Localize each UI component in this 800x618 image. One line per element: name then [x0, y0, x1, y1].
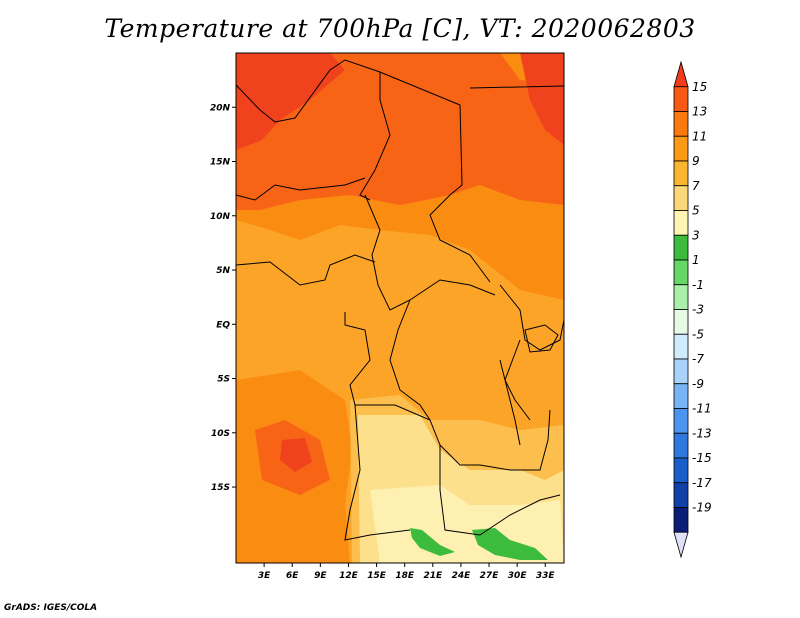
- border-east-1: [499, 284, 564, 351]
- colorbar-label: -3: [692, 303, 704, 317]
- colorbar-label: -17: [692, 476, 712, 490]
- lon-tick-label: 21E: [423, 571, 443, 581]
- colorbar: 15 13 11 9 7 5 3 1 -1 -3 -5 -7 -9 -11 -13 -15 -17 -19: [673, 60, 712, 559]
- colorbar-segment: [673, 259, 689, 286]
- border-lake-tanganyika: [499, 359, 521, 446]
- map-frame: [235, 52, 565, 564]
- colorbar-label: 11: [692, 129, 707, 143]
- lon-tick-label: 33E: [536, 571, 556, 581]
- lon-tick-label: 30E: [508, 571, 528, 581]
- longitude-axis: 3E 6E 9E 12E 15E 18E 21E 24E 27E 30E 33E: [258, 563, 556, 581]
- chart-title: Temperature at 700hPa [C], VT: 202006280…: [104, 14, 696, 43]
- colorbar-segment: [673, 531, 689, 559]
- colorbar-segment: [673, 309, 689, 335]
- colorbar-label: 5: [692, 204, 700, 218]
- colorbar-label: 3: [692, 228, 700, 242]
- colorbar-segment: [673, 408, 689, 434]
- country-borders: [236, 59, 564, 541]
- colorbar-segment: [673, 111, 689, 137]
- colorbar-label: -19: [692, 501, 712, 515]
- lon-tick-label: 3E: [258, 571, 271, 581]
- border-south-5: [479, 494, 561, 536]
- border-west-coast-1: [236, 177, 366, 201]
- border-west-coast-2: [236, 254, 376, 286]
- field-green-patch-1: [410, 528, 455, 556]
- lon-tick-label: 12E: [339, 571, 359, 581]
- lon-tick-label: 18E: [395, 571, 415, 581]
- colorbar-label: -1: [692, 278, 704, 292]
- colorbar-segment: [673, 432, 689, 459]
- colorbar-segment: [673, 160, 689, 187]
- colorbar-label: 9: [692, 154, 700, 168]
- border-south-4: [479, 409, 551, 471]
- colorbar-label: -15: [692, 451, 712, 465]
- colorbar-segment: [673, 284, 689, 310]
- colorbar-segment: [673, 358, 689, 385]
- colorbar-segment: [673, 507, 689, 533]
- border-central-1: [364, 194, 496, 311]
- field-green-patch-2: [472, 528, 548, 560]
- grads-credit: GrADS: IGES/COLA: [4, 603, 98, 613]
- colorbar-label: 15: [692, 80, 707, 94]
- lat-tick-label: 10N: [210, 212, 231, 222]
- colorbar-segment: [673, 60, 689, 88]
- colorbar-segment: [673, 185, 689, 211]
- colorbar-label: -5: [692, 327, 704, 341]
- lat-tick-label: 5N: [216, 266, 230, 276]
- field-13-15-sw: [280, 438, 312, 472]
- temperature-field: [236, 53, 564, 563]
- lon-tick-label: 9E: [314, 571, 327, 581]
- border-east-2: [504, 339, 531, 421]
- colorbar-label: -13: [692, 426, 712, 440]
- lon-tick-label: 6E: [286, 571, 299, 581]
- lon-tick-label: 15E: [367, 571, 387, 581]
- field-13-15-nw: [236, 53, 345, 150]
- lon-tick-label: 24E: [452, 571, 472, 581]
- colorbar-label: -9: [692, 377, 704, 391]
- lat-tick-label: 15S: [211, 483, 230, 493]
- border-south-1: [355, 404, 480, 466]
- colorbar-label: -11: [692, 402, 712, 416]
- lat-tick-label: 20N: [210, 103, 231, 113]
- border-north-1: [236, 59, 391, 201]
- colorbar-segment: [673, 210, 689, 236]
- colorbar-segment: [673, 234, 689, 261]
- border-lake-victoria: [524, 324, 559, 353]
- colorbar-label: 7: [692, 179, 700, 193]
- colorbar-segment: [673, 482, 689, 508]
- colorbar-label: 13: [692, 105, 707, 119]
- lat-tick-label: 5S: [217, 375, 230, 385]
- lat-tick-label: 15N: [210, 158, 231, 168]
- colorbar-segment: [673, 333, 689, 360]
- colorbar-segment: [673, 457, 689, 484]
- colorbar-segment: [673, 86, 689, 112]
- colorbar-label: -7: [692, 352, 704, 366]
- colorbar-segment: [673, 383, 689, 409]
- border-south-2: [439, 445, 481, 536]
- colorbar-segment: [673, 135, 689, 162]
- latitude-axis: 20N 15N 10N 5N EQ 5S 10S 15S: [210, 103, 236, 493]
- colorbar-label: 1: [692, 253, 700, 267]
- lat-tick-label: EQ: [216, 320, 230, 330]
- border-south-3: [344, 404, 411, 541]
- lon-tick-label: 27E: [480, 571, 500, 581]
- border-north-2: [379, 71, 463, 196]
- border-nile: [469, 85, 564, 89]
- border-central-2: [429, 194, 491, 283]
- lat-tick-label: 10S: [211, 429, 230, 439]
- field-13-15-ne: [520, 53, 564, 145]
- border-central-4: [389, 299, 431, 421]
- border-central-3: [344, 312, 371, 406]
